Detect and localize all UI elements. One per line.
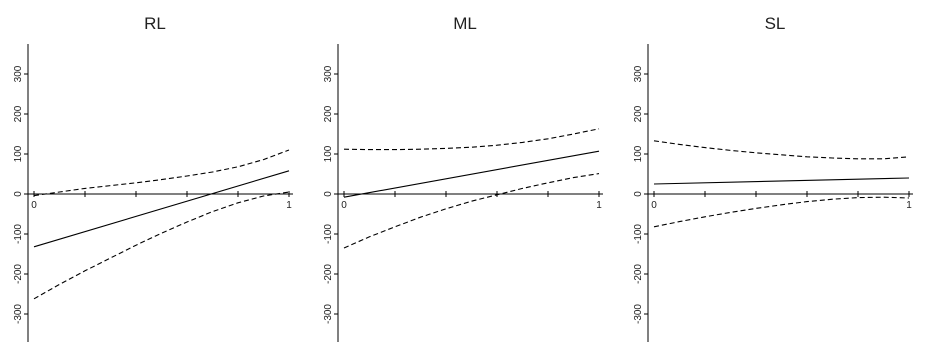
plot-area-sl: 300 200 100 0 -100 -200 -300 0 1 xyxy=(633,44,913,342)
chart-title: SL xyxy=(764,14,786,33)
chart-title: ML xyxy=(453,14,477,33)
x-tick-label: 1 xyxy=(906,200,912,211)
y-tick-label: 300 xyxy=(323,65,334,82)
panel-ml: ML 300 200 100 0 -100 -200 -300 0 1 xyxy=(310,0,620,342)
y-tick-label: -200 xyxy=(13,264,24,284)
x-tick-label: 0 xyxy=(31,200,37,211)
y-tick-label: 0 xyxy=(13,191,24,197)
x-tick-label: 1 xyxy=(596,200,602,211)
y-tick-label: 0 xyxy=(633,191,644,197)
chart-title: RL xyxy=(144,14,166,33)
y-tick-label: -300 xyxy=(633,304,644,324)
y-tick-label: 200 xyxy=(633,105,644,122)
y-tick-label: -100 xyxy=(633,224,644,244)
plot-area-ml: 300 200 100 0 -100 -200 -300 0 1 xyxy=(323,44,603,342)
estimate-line xyxy=(653,177,910,185)
x-tick-label: 1 xyxy=(286,200,292,211)
y-tick-label: 200 xyxy=(13,105,24,122)
y-tick-label: -300 xyxy=(323,304,334,324)
confidence-band-line xyxy=(653,196,910,228)
y-tick-label: 300 xyxy=(633,65,644,82)
y-tick-label: 100 xyxy=(13,145,24,162)
estimate-line xyxy=(343,150,600,198)
plot-area-rl: 300 200 100 0 -100 -200 -300 0 1 xyxy=(13,44,293,342)
confidence-band-line xyxy=(33,191,290,300)
confidence-band-line xyxy=(653,140,910,160)
y-tick-label: -100 xyxy=(323,224,334,244)
y-tick-label: -100 xyxy=(13,224,24,244)
x-tick-label: 0 xyxy=(651,200,657,211)
x-tick-label: 0 xyxy=(341,200,347,211)
y-tick-label: 100 xyxy=(323,145,334,162)
y-tick-label: 300 xyxy=(13,65,24,82)
y-tick-label: -200 xyxy=(323,264,334,284)
confidence-band-line xyxy=(33,149,290,197)
y-tick-label: 200 xyxy=(323,105,334,122)
y-tick-label: 0 xyxy=(323,191,334,197)
y-tick-label: -200 xyxy=(633,264,644,284)
y-tick-label: 100 xyxy=(633,145,644,162)
panel-rl: RL 300 200 100 0 -100 -200 -300 0 1 xyxy=(0,0,310,342)
panel-sl: SL 300 200 100 0 -100 -200 -300 0 1 xyxy=(620,0,930,342)
confidence-band-line xyxy=(343,173,600,249)
y-tick-label: -300 xyxy=(13,304,24,324)
estimate-line xyxy=(33,170,290,248)
confidence-band-line xyxy=(343,128,600,151)
